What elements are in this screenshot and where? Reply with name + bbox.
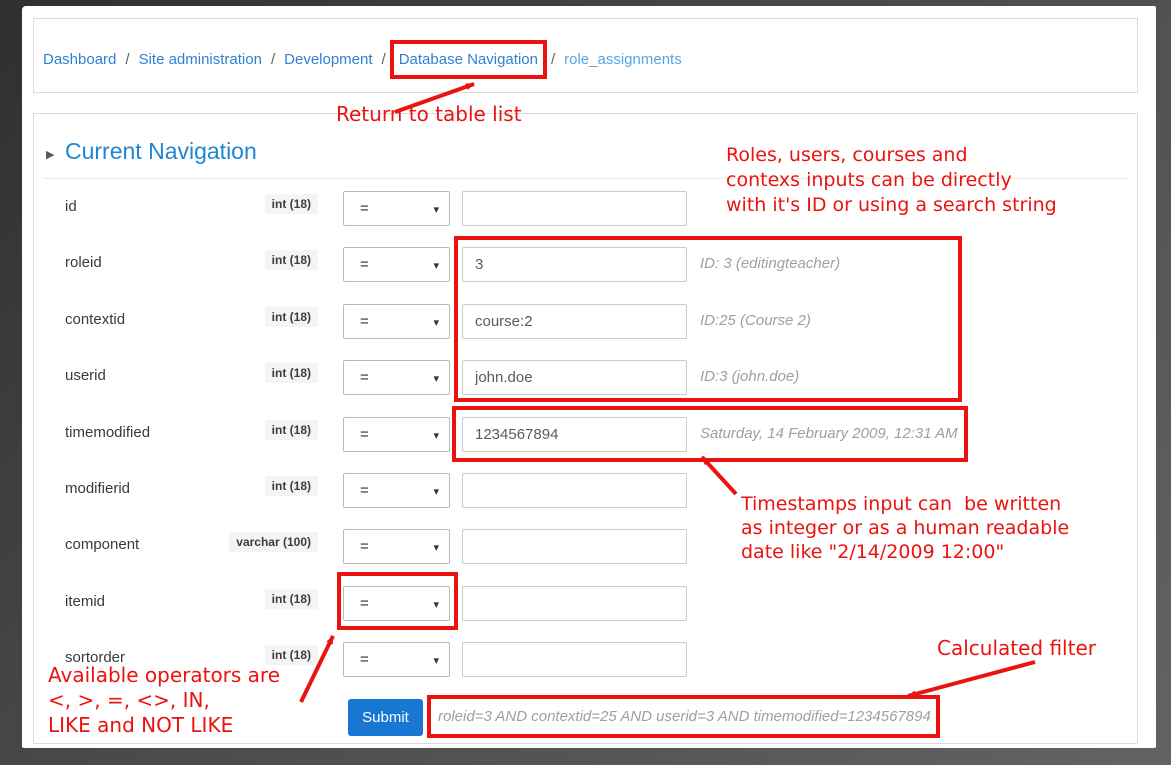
value-hint: ID:25 (Course 2) (700, 312, 811, 329)
breadcrumb-separator: / (381, 51, 386, 68)
filter-row-timemodified: timemodified int (18) =▾ Saturday, 14 Fe… (0, 417, 1171, 452)
breadcrumb-site-administration[interactable]: Site administration (138, 51, 262, 68)
filter-row-component: component varchar (100) = ▾ (0, 529, 1171, 564)
section-title: Current Navigation (65, 138, 257, 164)
breadcrumb-database-navigation[interactable]: Database Navigation (398, 51, 538, 68)
value-hint: ID: 3 (editingteacher) (700, 255, 841, 272)
field-type-badge: int (18) (264, 420, 318, 440)
field-label: roleid (65, 254, 102, 271)
field-label: component (65, 536, 140, 553)
dropdown-caret-icon: ▾ (433, 260, 439, 272)
filter-row-roleid: roleid int (18) =▾ ID: 3 (editingteacher… (0, 247, 1171, 282)
dropdown-caret-icon: ▾ (433, 655, 439, 667)
field-type-badge: varchar (100) (229, 532, 318, 552)
value-input[interactable] (462, 191, 687, 226)
value-input[interactable] (462, 529, 687, 564)
dropdown-caret-icon: ▾ (433, 430, 439, 442)
dropdown-caret-icon: ▾ (433, 599, 439, 611)
operator-select[interactable]: = ▾ (343, 529, 450, 564)
field-type-badge: int (18) (264, 476, 318, 496)
dropdown-caret-icon: ▾ (433, 373, 439, 385)
submit-button[interactable]: Submit (348, 699, 423, 736)
operator-select[interactable]: = ▾ (343, 586, 450, 621)
field-type-badge: int (18) (264, 363, 318, 383)
breadcrumb-bar: Dashboard / Site administration / Developmen… (33, 18, 1138, 93)
filter-row-sortorder: sortorder int (18) = ▾ (0, 642, 1171, 677)
value-input[interactable] (462, 247, 687, 282)
field-label: modifierid (65, 480, 131, 497)
operator-select[interactable]: = ▾ (343, 191, 450, 226)
value-input[interactable] (462, 586, 687, 621)
breadcrumb-separator: / (270, 51, 276, 68)
breadcrumb-separator: / (550, 51, 556, 68)
field-label: itemid (65, 593, 106, 610)
breadcrumb: Dashboard / Site administration / Developmen… (43, 40, 682, 79)
value-hint: ID:3 (john.doe) (700, 368, 800, 385)
value-input[interactable] (462, 473, 687, 508)
operator-select[interactable]: = ▾ (343, 642, 450, 677)
collapse-arrow-icon[interactable]: ▶ (46, 149, 55, 161)
operator-select[interactable]: = ▾ (343, 473, 450, 508)
field-label: sortorder (65, 649, 126, 666)
field-label: userid (65, 367, 106, 384)
divider (43, 178, 1129, 179)
dropdown-caret-icon: ▾ (433, 542, 439, 554)
field-label: id (65, 198, 77, 215)
operator-select[interactable]: = ▾ (343, 304, 450, 339)
operator-select[interactable]: = ▾ (343, 360, 450, 395)
value-hint: Saturday, 14 February 2009, 12:31 AM (700, 425, 958, 442)
filter-row-itemid: itemid int (18) = ▾ (0, 586, 1171, 621)
calculated-filter-text: roleid=3 AND contextid=25 AND userid=3 A… (438, 708, 931, 725)
dropdown-caret-icon: ▾ (433, 486, 439, 498)
dropdown-caret-icon: ▾ (433, 204, 439, 216)
filter-row-contextid: contextid int (18) =▾ ID:25 (Course 2) (0, 304, 1171, 339)
operator-select[interactable]: = ▾ (343, 417, 450, 452)
field-label: timemodified (65, 424, 151, 441)
filter-row-userid: userid int (18) =▾ ID:3 (john.doe) (0, 360, 1171, 395)
field-type-badge: int (18) (264, 645, 318, 665)
breadcrumb-development[interactable]: Development (284, 51, 373, 68)
breadcrumb-dashboard[interactable]: Dashboard (43, 51, 117, 68)
value-input[interactable] (462, 417, 687, 452)
value-input[interactable] (462, 642, 687, 677)
breadcrumb-role-assignments[interactable]: role_assignments (564, 51, 682, 68)
filter-row-id: id int (18) = ▾ (0, 191, 1171, 226)
value-input[interactable] (462, 360, 687, 395)
field-label: contextid (65, 311, 126, 328)
value-input[interactable] (462, 304, 687, 339)
field-type-badge: int (18) (264, 250, 318, 270)
dropdown-caret-icon: ▾ (433, 317, 439, 329)
operator-select[interactable]: = ▾ (343, 247, 450, 282)
filter-row-modifierid: modifierid int (18) = ▾ (0, 473, 1171, 508)
breadcrumb-separator: / (125, 51, 130, 68)
field-type-badge: int (18) (264, 307, 318, 327)
annotation-box-database-navigation: Database Navigation (389, 40, 547, 79)
field-type-badge: int (18) (264, 194, 318, 214)
field-type-badge: int (18) (264, 589, 318, 609)
